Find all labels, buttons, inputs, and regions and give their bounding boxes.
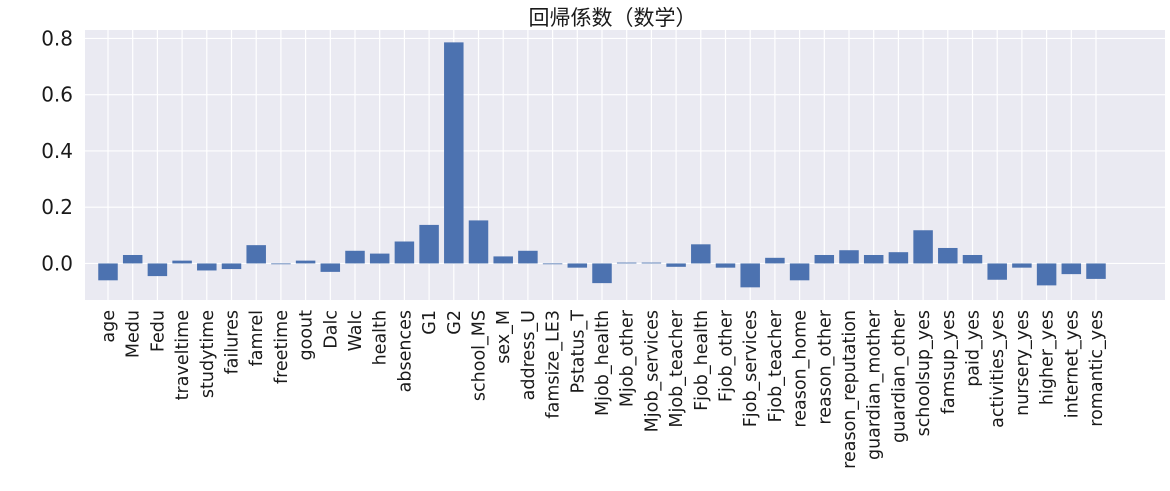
x-tick-label: Pstatus_T: [568, 310, 588, 394]
bar-famsize_LE3: [542, 263, 563, 265]
bar-reason_other: [814, 255, 835, 264]
x-tick-label: G2: [445, 310, 465, 335]
x-tick-label: famsize_LE3: [544, 310, 564, 419]
bar-nursery_yes: [1012, 263, 1032, 268]
x-tick-label: famrel: [247, 310, 267, 366]
x-tick-label: G1: [420, 310, 440, 335]
bar-guardian_mother: [863, 255, 884, 264]
x-tick-label: romantic_yes: [1087, 310, 1107, 427]
x-tick-label: absences: [395, 310, 415, 392]
x-tick-label: reason_home: [791, 310, 811, 428]
bar-Walc: [345, 250, 365, 264]
bar-Fedu: [147, 263, 168, 277]
x-tick-label: higher_yes: [1038, 310, 1058, 405]
x-tick-label: health: [371, 310, 391, 365]
x-tick-label: activities_yes: [988, 310, 1008, 428]
x-tick-label: reason_other: [815, 309, 835, 424]
bar-Fjob_services: [740, 263, 760, 288]
y-tick-label: 0.8: [41, 26, 73, 50]
x-tick-label: address_U: [519, 310, 539, 400]
x-tick-label: guardian_other: [889, 309, 909, 443]
bar-internet_yes: [1061, 263, 1082, 275]
x-tick-label: Mjob_other: [618, 309, 638, 407]
x-tick-label: famsup_yes: [939, 310, 959, 414]
x-tick-label: school_MS: [470, 310, 490, 401]
x-tick-label: Fedu: [148, 310, 168, 352]
bar-traveltime: [172, 260, 192, 264]
bar-schoolsup_yes: [913, 230, 933, 264]
bar-romantic_yes: [1086, 263, 1106, 279]
bar-sex_M: [493, 256, 513, 264]
bar-school_MS: [468, 220, 489, 264]
x-tick-label: Mjob_teacher: [667, 309, 687, 427]
y-tick-label: 0.4: [41, 139, 73, 163]
y-tick-label: 0.0: [41, 251, 73, 275]
bar-goout: [295, 260, 316, 264]
bar-G2: [444, 42, 464, 264]
x-tick-label: reason_reputation: [840, 310, 860, 469]
bar-Fjob_other: [715, 263, 736, 268]
y-axis-ticks: 0.0 0.2 0.4 0.6 0.8: [41, 26, 73, 275]
x-tick-label: paid_yes: [964, 310, 984, 387]
bar-Mjob_services: [641, 262, 662, 264]
bar-famsup_yes: [938, 247, 958, 264]
y-tick-label: 0.2: [41, 195, 73, 219]
x-tick-label: Mjob_health: [593, 310, 613, 416]
bar-guardian_other: [888, 252, 909, 264]
bar-age: [98, 263, 118, 281]
x-tick-label: freetime: [272, 310, 292, 384]
y-tick-label: 0.6: [41, 83, 73, 107]
bar-higher_yes: [1036, 263, 1057, 286]
bar-Medu: [122, 255, 143, 264]
x-tick-label: Fjob_teacher: [766, 309, 786, 422]
bar-failures: [221, 263, 242, 270]
x-tick-label: nursery_yes: [1013, 310, 1033, 416]
x-tick-label: schoolsup_yes: [914, 310, 934, 436]
bar-address_U: [518, 250, 538, 264]
x-tick-label: sex_M: [494, 310, 514, 364]
chart-title: 回帰係数（数学）: [528, 6, 697, 30]
x-tick-label: Dalc: [321, 310, 341, 349]
x-tick-label: failures: [223, 310, 243, 374]
x-tick-label: traveltime: [173, 310, 193, 400]
bar-paid_yes: [962, 255, 983, 264]
bar-freetime: [271, 263, 291, 265]
x-tick-label: studytime: [198, 310, 218, 398]
x-tick-label: goout: [297, 310, 317, 361]
x-tick-label: Medu: [124, 310, 144, 358]
bar-Mjob_health: [592, 263, 612, 284]
x-tick-label: Mjob_services: [642, 310, 662, 432]
bar-G1: [419, 224, 439, 264]
x-tick-label: age: [99, 310, 119, 343]
x-tick-label: Walc: [346, 310, 366, 351]
bar-activities_yes: [987, 263, 1007, 280]
bar-Fjob_health: [691, 244, 711, 264]
x-tick-label: guardian_mother: [865, 309, 885, 460]
bar-Pstatus_T: [567, 263, 588, 268]
x-tick-label: Fjob_other: [717, 309, 737, 402]
bar-absences: [394, 241, 415, 264]
bar-reason_reputation: [839, 250, 859, 264]
x-tick-label: Fjob_services: [741, 310, 761, 427]
bar-health: [369, 253, 390, 264]
bar-reason_home: [789, 263, 810, 281]
bar-Mjob_other: [616, 262, 637, 264]
x-tick-label: internet_yes: [1062, 310, 1082, 418]
bar-studytime: [197, 263, 217, 271]
bar-Mjob_teacher: [666, 263, 686, 267]
x-tick-label: Fjob_health: [692, 310, 712, 411]
bar-series: [98, 42, 1106, 288]
bar-Fjob_teacher: [765, 257, 785, 264]
x-axis-ticks: age Medu Fedu traveltime studytime failures fa…: [99, 309, 1107, 469]
bar-Dalc: [320, 263, 341, 272]
bar-famrel: [246, 245, 266, 264]
